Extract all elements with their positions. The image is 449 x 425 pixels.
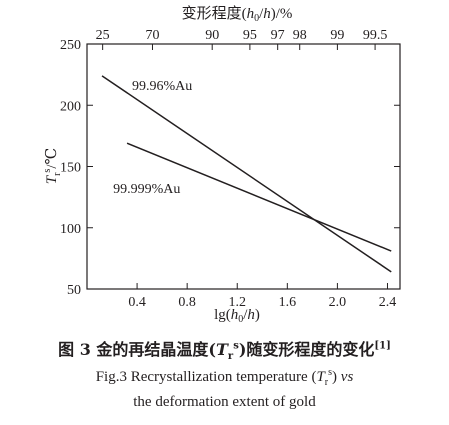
series-label: 99.999%Au xyxy=(113,182,180,197)
y-tick-label: 100 xyxy=(60,222,81,237)
y-axis-ticks: 50 100 150 200 250 xyxy=(60,38,400,298)
x-tick-label: 2.0 xyxy=(329,295,347,310)
y-tick-label: 250 xyxy=(60,38,81,53)
caption-english-line2: the deformation extent of gold xyxy=(133,394,316,410)
x-tick-label: 2.4 xyxy=(379,295,397,310)
top-tick-label: 95 xyxy=(243,28,257,43)
x-tick-label: 0.4 xyxy=(128,295,146,310)
series-label: 99.96%Au xyxy=(132,79,192,94)
y-tick-label: 150 xyxy=(60,161,81,176)
caption-english-line1: Fig.3 Recrystallization temperature (Trs… xyxy=(95,367,354,388)
series-line xyxy=(126,142,392,252)
top-axis-label: 变形程度(h0/h)/% xyxy=(182,4,293,24)
x-tick-label: 0.8 xyxy=(178,295,196,310)
top-axis-ticks: 25 70 90 95 97 98 99 99.5 xyxy=(96,28,388,50)
y-tick-label: 200 xyxy=(60,99,81,114)
series-line xyxy=(101,75,392,273)
top-tick-label: 25 xyxy=(96,28,110,43)
x-tick-label: 1.6 xyxy=(279,295,297,310)
y-axis-label: Trs/℃ xyxy=(42,148,63,185)
top-tick-label: 97 xyxy=(271,28,285,43)
x-axis-ticks: 0.4 0.8 1.2 1.6 2.0 2.4 xyxy=(128,283,396,310)
y-tick-label: 50 xyxy=(67,283,81,298)
caption-chinese: 图 3 金的再结晶温度(Trs)随变形程度的变化[1] xyxy=(58,340,391,363)
x-tick-label: 1.2 xyxy=(228,295,246,310)
x-axis-label: lg(h0/h) xyxy=(214,307,260,325)
top-tick-label: 99.5 xyxy=(363,28,388,43)
top-tick-label: 90 xyxy=(205,28,219,43)
top-tick-label: 70 xyxy=(145,28,159,43)
top-tick-label: 98 xyxy=(293,28,307,43)
series-layer: 99.96%Au 99.999%Au xyxy=(101,75,392,273)
top-tick-label: 99 xyxy=(330,28,344,43)
